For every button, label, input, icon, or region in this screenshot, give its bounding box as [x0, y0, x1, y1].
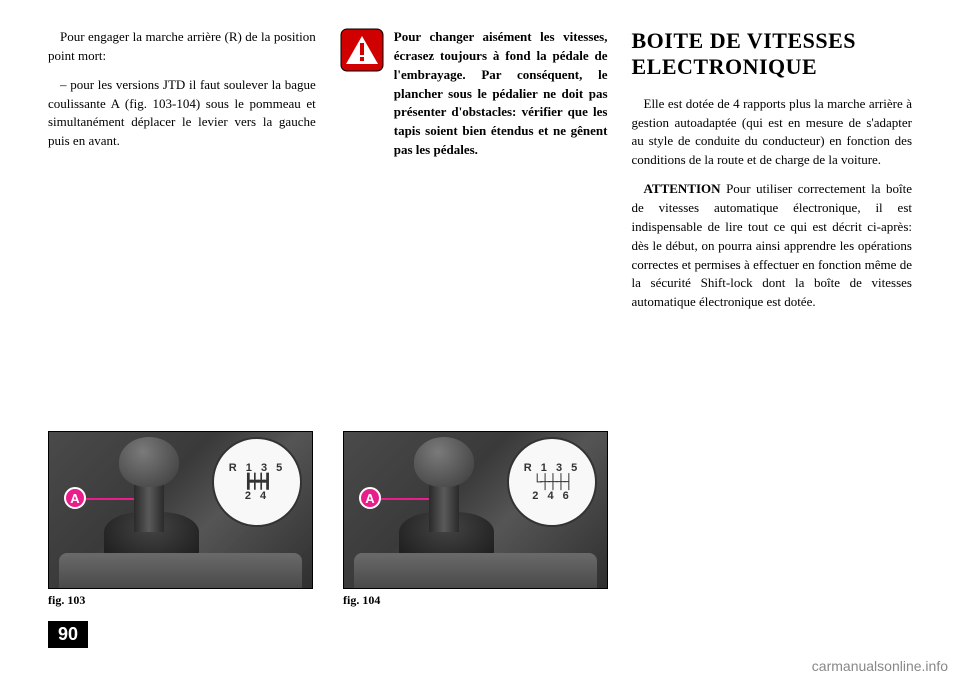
footer-url: carmanualsonline.info — [812, 658, 948, 674]
col3-para1: Elle est dotée de 4 rapports plus la mar… — [632, 95, 913, 170]
gear-knob — [414, 437, 474, 487]
col3-para2-text: Pour utiliser correctement la boîte de v… — [632, 181, 913, 309]
figure-104: A R 1 3 5 └┼┼┼┤ 2 4 6 fig. 104 — [343, 431, 608, 608]
gear-pattern-6speed: R 1 3 5 └┼┼┼┤ 2 4 6 — [524, 462, 580, 502]
column-3: BOITE DE VITESSES ELECTRONIQUE Elle est … — [632, 28, 913, 600]
dashboard-panel — [59, 553, 302, 588]
section-heading: BOITE DE VITESSES ELECTRONIQUE — [632, 28, 913, 81]
figure-103: A R 1 3 5 ┣┿┿┫ 2 4 fig. 103 — [48, 431, 313, 608]
callout-a: A — [64, 487, 86, 509]
col3-para2: ATTENTION Pour utiliser correctement la … — [632, 180, 913, 312]
figure-103-caption: fig. 103 — [48, 593, 313, 608]
attention-label: ATTENTION — [644, 181, 721, 196]
gear-pattern-5speed: R 1 3 5 ┣┿┿┫ 2 4 — [229, 462, 285, 502]
callout-a: A — [359, 487, 381, 509]
dashboard-panel — [354, 553, 597, 588]
detail-circle-104: R 1 3 5 └┼┼┼┤ 2 4 6 — [507, 437, 597, 527]
page-number: 90 — [48, 621, 88, 648]
callout-line — [381, 498, 429, 500]
pattern-mid: └┼┼┼┤ — [524, 474, 580, 489]
warning-text: Pour changer aisément les vitesses, écra… — [394, 28, 608, 160]
gear-knob — [119, 437, 179, 487]
col1-para2: – pour les versions JTD il faut soulever… — [48, 76, 316, 151]
gear-shaft — [134, 482, 164, 532]
pattern-bot: 2 4 — [229, 490, 285, 502]
figure-104-caption: fig. 104 — [343, 593, 608, 608]
pattern-mid: ┣┿┿┫ — [229, 474, 285, 489]
pattern-bot: 2 4 6 — [524, 490, 580, 502]
figure-104-image: A R 1 3 5 └┼┼┼┤ 2 4 6 — [343, 431, 608, 589]
callout-line — [86, 498, 134, 500]
figure-row: A R 1 3 5 ┣┿┿┫ 2 4 fig. 103 A R 1 3 5 — [48, 431, 608, 608]
detail-circle-103: R 1 3 5 ┣┿┿┫ 2 4 — [212, 437, 302, 527]
figure-103-image: A R 1 3 5 ┣┿┿┫ 2 4 — [48, 431, 313, 589]
col1-para1: Pour engager la marche arrière (R) de la… — [48, 28, 316, 66]
warning-block: Pour changer aisément les vitesses, écra… — [340, 28, 608, 160]
warning-icon — [340, 28, 384, 72]
gear-shaft — [429, 482, 459, 532]
